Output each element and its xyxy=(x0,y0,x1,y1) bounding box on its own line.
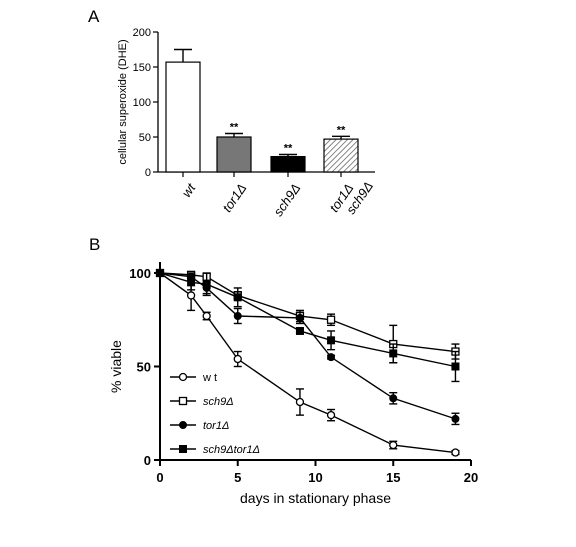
data-point xyxy=(295,397,305,407)
data-point xyxy=(326,315,336,324)
series-line xyxy=(159,272,456,454)
y-axis-label: cellular superoxide (DHE) xyxy=(117,39,129,164)
data-point xyxy=(389,440,398,450)
data-point xyxy=(295,313,304,322)
legend-marker xyxy=(178,372,188,382)
data-point xyxy=(327,353,336,362)
line-chart-viability: 0 5 10 15 20 0 50 100 days in stationary phase % … xyxy=(108,262,478,506)
bar-chart-superoxide: 0 50 100 150 200 cellular superoxide (DHE) wt *… xyxy=(117,27,376,223)
legend-marker xyxy=(178,396,188,406)
y-tick-label: 150 xyxy=(133,62,151,74)
data-point xyxy=(186,291,196,300)
category-label: sch9Δ xyxy=(270,181,303,219)
x-tick-label: 10 xyxy=(308,470,322,485)
x-tick-label: 5 xyxy=(234,470,241,485)
x-tick-label: 20 xyxy=(464,470,478,485)
category-label-line1: sch9Δ xyxy=(270,181,303,219)
data-point xyxy=(202,280,211,289)
data-point xyxy=(326,410,336,420)
legend-label: sch9Δ xyxy=(203,396,234,408)
legend-label: sch9Δtor1Δ xyxy=(203,444,260,456)
data-point xyxy=(233,312,242,321)
bar xyxy=(216,136,252,173)
data-point xyxy=(233,354,242,364)
significance-marker: ** xyxy=(284,143,293,155)
legend-marker xyxy=(179,445,187,453)
x-tick-label: 15 xyxy=(386,470,400,485)
y-tick-label: 200 xyxy=(133,27,151,39)
bar xyxy=(270,156,306,173)
data-point xyxy=(389,394,398,403)
series-0 xyxy=(155,268,460,457)
data-point xyxy=(156,269,164,277)
data-point xyxy=(202,311,211,321)
data-point xyxy=(389,349,398,358)
data-point xyxy=(451,448,460,457)
category-label: tor1Δ xyxy=(219,181,249,215)
category-label-line1: tor1Δ xyxy=(219,181,249,215)
y-tick-label: 0 xyxy=(144,453,151,468)
category-label: tor1Δsch9Δ xyxy=(326,170,376,223)
bar xyxy=(165,61,201,173)
data-point xyxy=(187,278,196,287)
y-tick-label: 100 xyxy=(133,97,151,109)
y-tick-label: 50 xyxy=(139,132,151,144)
panel-a-label: A xyxy=(88,7,100,26)
y-tick-label: 100 xyxy=(129,266,151,281)
legend-marker xyxy=(179,421,187,429)
y-tick-label: 50 xyxy=(137,360,151,375)
x-tick-label: 0 xyxy=(156,470,163,485)
data-point xyxy=(233,293,242,302)
series-3 xyxy=(156,269,460,383)
legend-label: tor1Δ xyxy=(203,420,229,432)
category-label-line1: wt xyxy=(179,180,200,200)
significance-marker: ** xyxy=(230,122,239,134)
bar xyxy=(323,138,359,173)
data-point xyxy=(451,414,460,423)
data-point xyxy=(295,326,304,335)
category-label: wt xyxy=(179,180,200,200)
y-axis-label: % viable xyxy=(108,340,124,393)
significance-marker: ** xyxy=(337,124,346,136)
legend-label: w t xyxy=(202,372,217,384)
data-point xyxy=(451,362,460,371)
data-point xyxy=(327,336,336,345)
x-axis-label: days in stationary phase xyxy=(240,490,391,506)
y-tick-label: 0 xyxy=(145,167,151,179)
panel-b-label: B xyxy=(89,235,100,254)
